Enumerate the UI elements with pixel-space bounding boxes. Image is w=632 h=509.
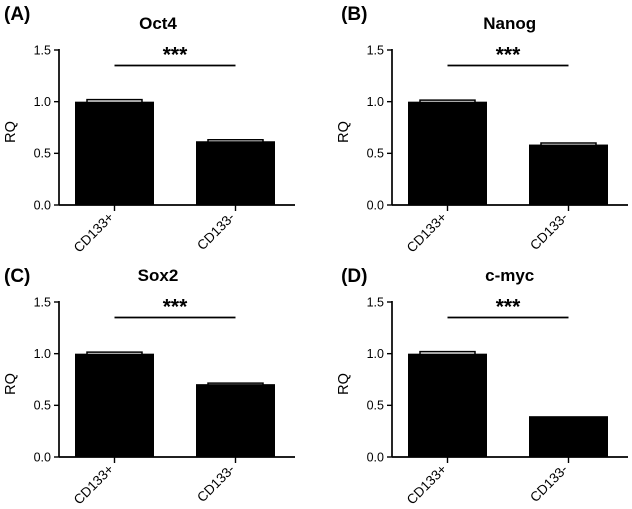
svg-text:RQ: RQ xyxy=(3,373,19,395)
svg-text:0.5: 0.5 xyxy=(367,399,384,413)
svg-text:0.0: 0.0 xyxy=(34,198,51,212)
svg-text:CD133+: CD133+ xyxy=(404,209,450,252)
svg-text:CD133+: CD133+ xyxy=(71,209,117,252)
svg-text:1.0: 1.0 xyxy=(34,95,51,109)
svg-text:1.0: 1.0 xyxy=(367,347,384,361)
svg-text:(D): (D) xyxy=(341,266,367,287)
svg-text:(B): (B) xyxy=(341,4,367,25)
svg-text:1.0: 1.0 xyxy=(367,95,384,109)
svg-text:0.5: 0.5 xyxy=(34,147,51,161)
svg-text:1.5: 1.5 xyxy=(34,295,51,309)
svg-text:CD133+: CD133+ xyxy=(71,461,117,504)
svg-text:c-myc: c-myc xyxy=(485,266,534,285)
svg-text:***: *** xyxy=(496,44,521,67)
svg-text:CD133-: CD133- xyxy=(194,462,238,504)
svg-text:0.0: 0.0 xyxy=(367,450,384,464)
svg-text:0.0: 0.0 xyxy=(367,198,384,212)
svg-text:***: *** xyxy=(496,296,521,319)
svg-text:(A): (A) xyxy=(4,4,30,25)
svg-text:1.5: 1.5 xyxy=(367,295,384,309)
svg-text:1.0: 1.0 xyxy=(34,347,51,361)
svg-text:Sox2: Sox2 xyxy=(138,266,179,285)
svg-text:RQ: RQ xyxy=(336,373,352,395)
svg-text:Oct4: Oct4 xyxy=(139,14,177,33)
svg-text:CD133-: CD133- xyxy=(527,462,571,504)
svg-text:Nanog: Nanog xyxy=(483,14,536,33)
svg-text:1.5: 1.5 xyxy=(367,43,384,57)
svg-text:0.0: 0.0 xyxy=(34,450,51,464)
svg-text:***: *** xyxy=(163,44,188,67)
svg-text:0.5: 0.5 xyxy=(367,147,384,161)
svg-text:0.5: 0.5 xyxy=(34,399,51,413)
svg-text:***: *** xyxy=(163,296,188,319)
svg-text:CD133-: CD133- xyxy=(527,210,571,252)
svg-text:CD133+: CD133+ xyxy=(404,461,450,504)
svg-text:RQ: RQ xyxy=(3,121,19,143)
svg-text:(C): (C) xyxy=(4,266,30,287)
svg-text:RQ: RQ xyxy=(336,121,352,143)
svg-text:1.5: 1.5 xyxy=(34,43,51,57)
svg-text:CD133-: CD133- xyxy=(194,210,238,252)
